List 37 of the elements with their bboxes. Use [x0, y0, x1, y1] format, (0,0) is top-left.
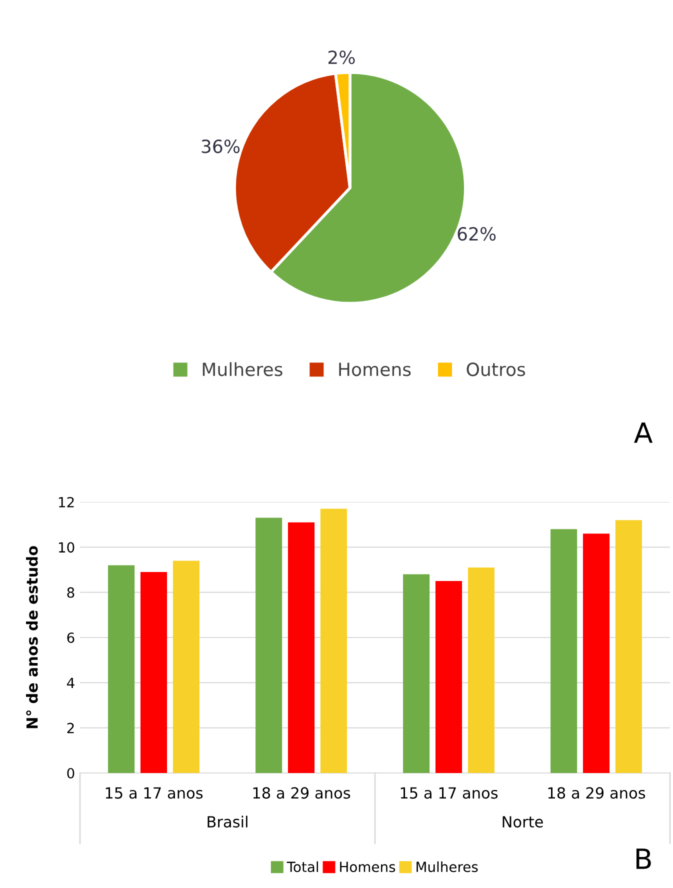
x-tick-label: 15 a 17 anos	[400, 787, 498, 799]
bar	[320, 508, 347, 773]
legend-label: Outros	[466, 362, 526, 376]
legend-label: Mulheres	[416, 861, 478, 872]
y-tick-label: 10	[58, 542, 74, 553]
bar	[172, 560, 200, 773]
x-tick-label: 18 a 29 anos	[548, 787, 646, 799]
legend-label: Total	[286, 861, 318, 872]
y-tick-label: 8	[67, 587, 74, 598]
data-label: 2%	[328, 50, 355, 64]
bar	[256, 518, 282, 773]
y-tick-label: 12	[58, 496, 74, 508]
x-tick-label: 18 a 29 anos	[253, 787, 350, 799]
text: B	[636, 848, 651, 869]
x-tick-label: 15 a 17 anos	[106, 787, 203, 799]
y-tick-label: 2	[67, 722, 74, 734]
data-label: 62%	[458, 227, 496, 241]
legend-label: Mulheres	[202, 362, 282, 376]
text: Norte	[502, 816, 543, 828]
y-axis-title: N° de anos de estudo	[26, 546, 38, 728]
y-tick-label: 0	[67, 768, 74, 778]
bar	[403, 574, 430, 773]
bar	[615, 520, 642, 773]
text: Brasil	[208, 816, 248, 828]
bar	[582, 534, 610, 773]
legend-label: Homens	[340, 862, 396, 872]
bar	[108, 565, 135, 773]
bar	[140, 572, 168, 773]
legend-label: Homens	[339, 362, 411, 376]
bar	[550, 529, 578, 773]
bar	[435, 581, 462, 773]
y-tick-label: 6	[67, 632, 74, 643]
bar	[288, 522, 315, 773]
bar	[468, 567, 494, 773]
text: A	[634, 422, 653, 443]
data-label: 36%	[202, 140, 240, 154]
y-tick-label: 4	[66, 678, 74, 688]
